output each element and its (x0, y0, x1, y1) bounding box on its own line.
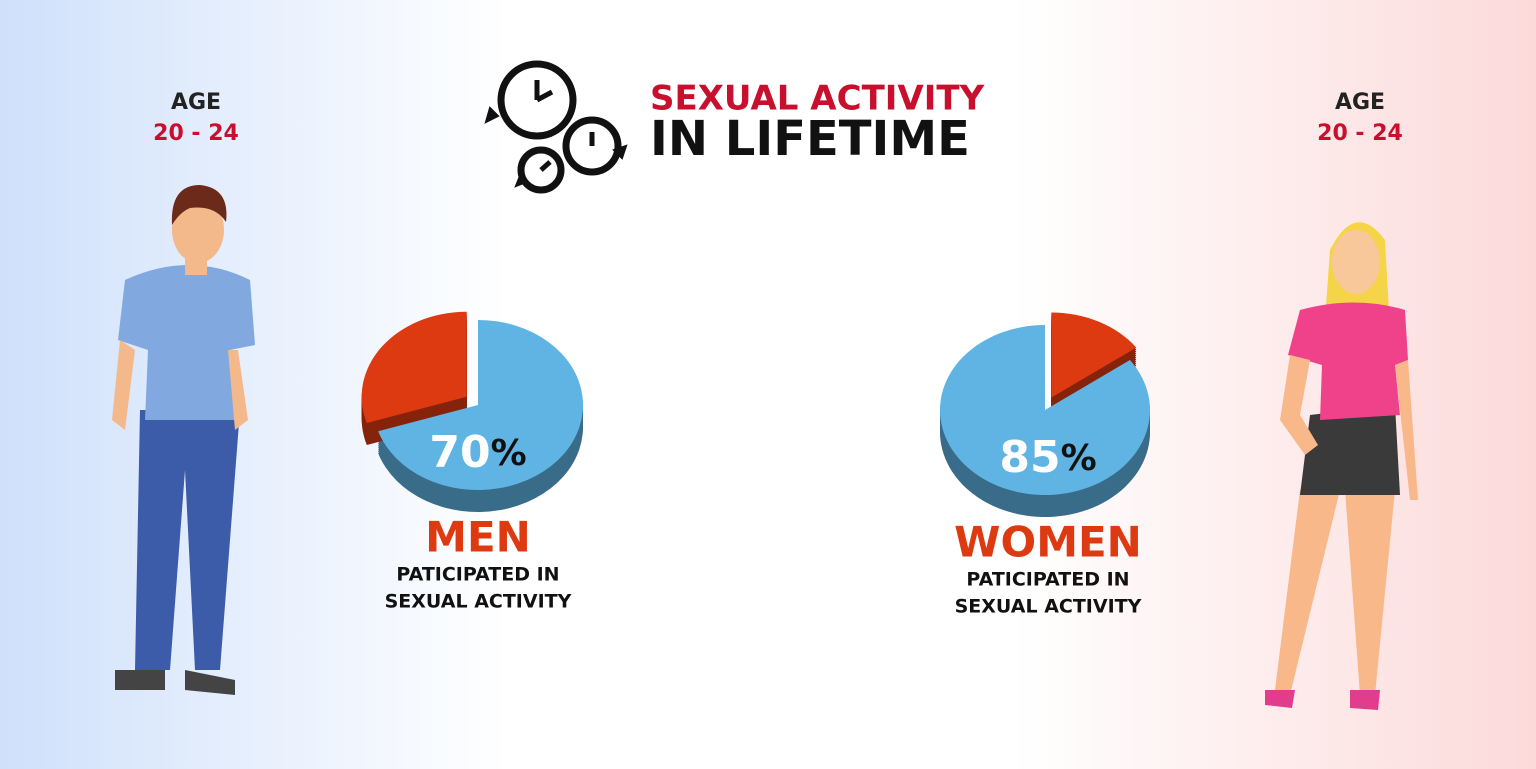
pie-subtitle: PATICIPATED IN (396, 564, 559, 586)
pie-subtitle: SEXUAL ACTIVITY (385, 591, 572, 613)
pie-title: WOMEN (954, 518, 1142, 567)
pie-slice (361, 311, 467, 424)
pie-slice (378, 320, 583, 490)
man-figure (112, 185, 255, 695)
pie-subtitle: PATICIPATED IN (966, 569, 1129, 591)
pie-title: MEN (425, 513, 531, 562)
pie-slice (940, 325, 1150, 496)
pie-subtitle: SEXUAL ACTIVITY (955, 596, 1142, 618)
title-line-2: IN LIFETIME (650, 111, 970, 167)
clock-icon (484, 60, 628, 194)
title-line-1: SEXUAL ACTIVITY (650, 79, 985, 119)
age-label: AGE (171, 90, 221, 115)
age-range: 20 - 24 (153, 121, 239, 146)
age-label: AGE (1335, 90, 1385, 115)
age-range: 20 - 24 (1317, 121, 1403, 146)
value-label: 70% (429, 427, 526, 478)
woman-figure (1265, 222, 1418, 710)
pie-slice (1051, 312, 1137, 398)
value-label: 85% (999, 432, 1096, 483)
